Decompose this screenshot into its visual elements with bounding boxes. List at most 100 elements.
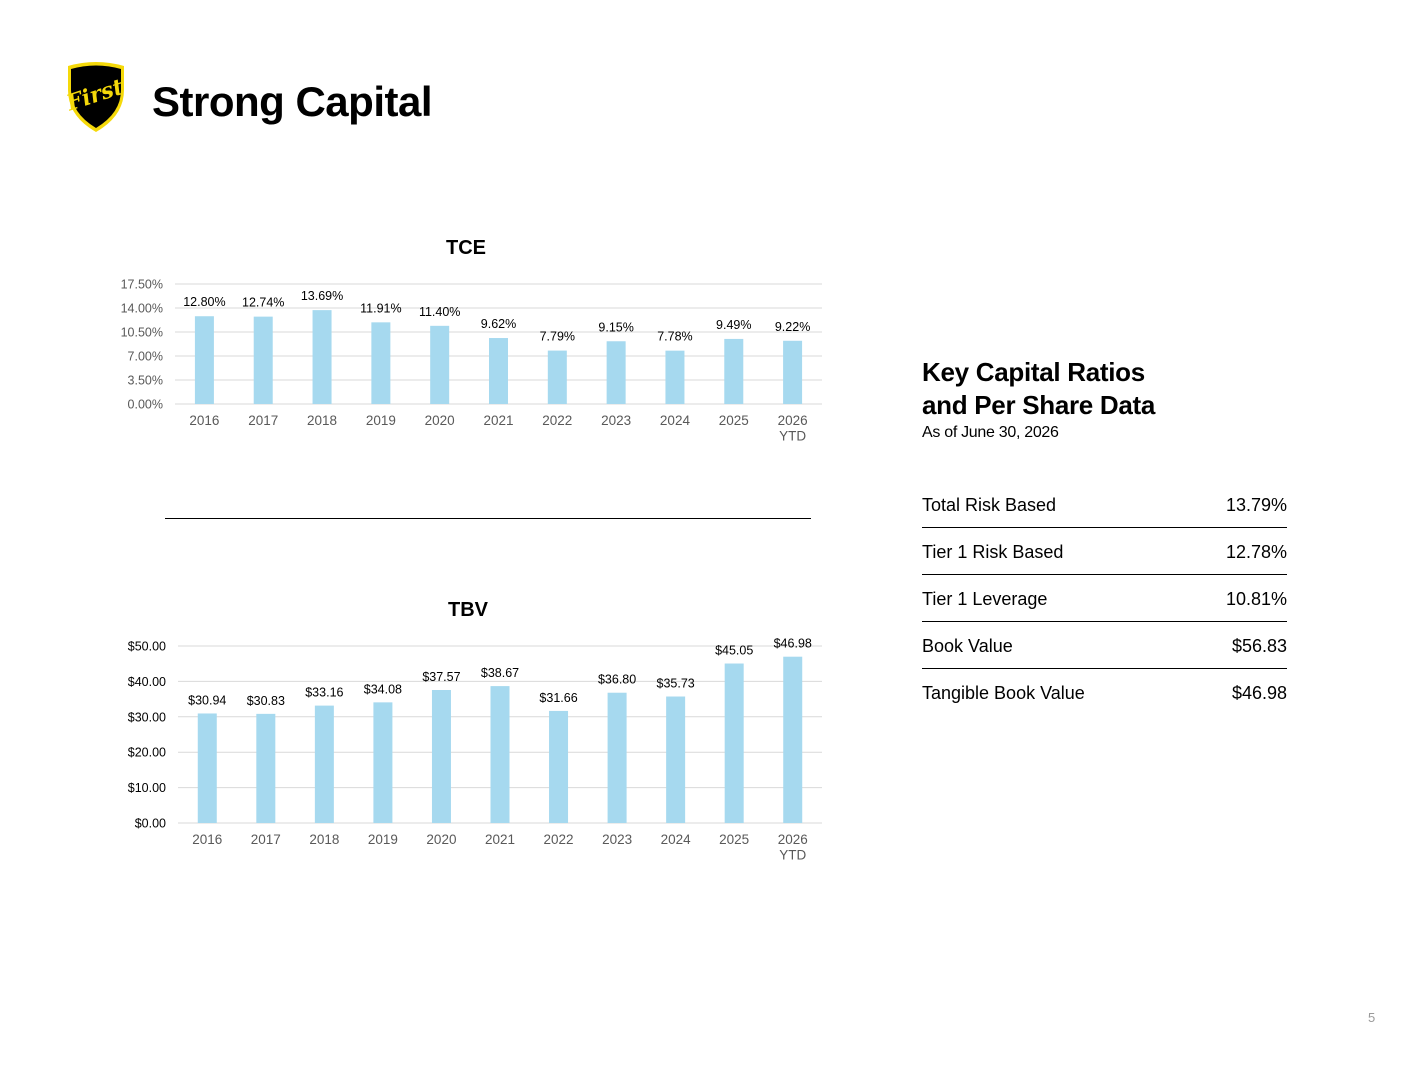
bar xyxy=(607,692,627,823)
ratio-row: Tangible Book Value $46.98 xyxy=(922,669,1287,716)
bar xyxy=(783,340,803,404)
x-tick-label: 2019 xyxy=(366,413,396,428)
bar xyxy=(430,325,450,404)
ratio-value: 12.78% xyxy=(1225,541,1287,562)
x-tick-label: 2026 xyxy=(778,832,808,847)
bar xyxy=(431,690,451,823)
x-tick-label: 2019 xyxy=(368,832,398,847)
bar xyxy=(666,696,686,823)
data-label: $31.66 xyxy=(539,691,577,705)
x-tick-label: 2017 xyxy=(251,832,281,847)
first-shield-logo: First xyxy=(62,62,127,132)
key-ratios-title-line1: Key Capital Ratios xyxy=(922,357,1145,387)
x-tick-label: 2023 xyxy=(601,413,631,428)
x-tick-label: YTD xyxy=(779,429,806,444)
key-ratios-title: Key Capital Ratios and Per Share Data xyxy=(922,356,1222,422)
bar xyxy=(371,322,391,404)
ratio-row: Book Value $56.83 xyxy=(922,622,1287,669)
data-label: $38.67 xyxy=(481,666,519,680)
x-tick-label: 2021 xyxy=(483,413,513,428)
data-label: $46.98 xyxy=(774,637,812,651)
x-tick-label: 2024 xyxy=(660,413,691,428)
x-tick-label: YTD xyxy=(779,848,806,863)
bar xyxy=(197,713,217,823)
page-title: Strong Capital xyxy=(152,78,433,125)
ratio-label: Tangible Book Value xyxy=(922,683,1085,703)
ratio-value: $56.83 xyxy=(1231,635,1287,656)
bar xyxy=(489,338,508,404)
y-tick-label: $40.00 xyxy=(128,675,166,689)
x-tick-label: 2018 xyxy=(309,832,339,847)
bar xyxy=(724,338,744,404)
key-ratios-table: Total Risk Based 13.79% Tier 1 Risk Base… xyxy=(922,481,1287,716)
data-label: $30.83 xyxy=(247,694,285,708)
data-label: 11.91% xyxy=(360,301,401,315)
bar xyxy=(490,686,510,823)
bar xyxy=(256,713,276,823)
x-tick-label: 2021 xyxy=(485,832,515,847)
y-tick-label: 14.00% xyxy=(121,302,163,316)
y-tick-label: $20.00 xyxy=(128,746,166,760)
y-tick-label: 3.50% xyxy=(128,374,163,388)
page-number: 5 xyxy=(1368,1010,1376,1025)
x-tick-label: 2020 xyxy=(426,832,456,847)
x-tick-label: 2022 xyxy=(544,832,574,847)
ratio-label: Tier 1 Risk Based xyxy=(922,541,1064,562)
chart-title: TCE xyxy=(446,237,486,259)
data-label: $30.94 xyxy=(188,693,226,707)
data-label: $34.08 xyxy=(364,682,402,696)
x-tick-label: 2016 xyxy=(189,413,219,428)
bar xyxy=(547,350,567,404)
bar xyxy=(314,705,334,823)
ratio-value: $46.98 xyxy=(1231,683,1287,703)
key-ratios-subtitle: As of June 30, 2026 xyxy=(922,424,1059,441)
y-tick-label: $10.00 xyxy=(128,781,166,795)
y-tick-label: 0.00% xyxy=(128,398,163,412)
data-label: $37.57 xyxy=(422,670,460,684)
data-label: 9.62% xyxy=(481,317,516,331)
ratio-value: 10.81% xyxy=(1225,588,1287,609)
x-tick-label: 2020 xyxy=(425,413,455,428)
ratio-row: Tier 1 Leverage 10.81% xyxy=(922,575,1287,622)
x-tick-label: 2024 xyxy=(661,832,692,847)
data-label: $35.73 xyxy=(657,677,695,691)
x-tick-label: 2023 xyxy=(602,832,632,847)
x-tick-label: 2025 xyxy=(719,413,749,428)
y-tick-label: 7.00% xyxy=(128,350,163,364)
ratio-row: Total Risk Based 13.79% xyxy=(922,481,1287,528)
key-ratios-title-line2: and Per Share Data xyxy=(922,390,1156,420)
y-tick-label: 10.50% xyxy=(121,326,163,340)
bar xyxy=(373,702,393,823)
data-label: 12.80% xyxy=(183,295,225,309)
ratio-row: Tier 1 Risk Based 12.78% xyxy=(922,528,1287,575)
data-label: $45.05 xyxy=(715,644,753,658)
data-label: 7.78% xyxy=(657,330,692,344)
chart-title: TBV xyxy=(448,599,489,621)
data-label: 12.74% xyxy=(242,296,284,310)
x-tick-label: 2017 xyxy=(248,413,278,428)
bar xyxy=(194,316,214,404)
data-label: 9.49% xyxy=(716,318,751,332)
ratio-label: Tier 1 Leverage xyxy=(922,588,1048,609)
x-tick-label: 2025 xyxy=(719,832,749,847)
x-tick-label: 2018 xyxy=(307,413,337,428)
data-label: $33.16 xyxy=(305,686,343,700)
tbv-chart: TBV $0.00 $10.00 $20.00 $30.00 $40.00 $50.00 $3… xyxy=(128,599,822,863)
data-label: $36.80 xyxy=(598,673,636,687)
data-label: 11.40% xyxy=(419,305,460,319)
bar xyxy=(783,656,803,823)
bar xyxy=(606,341,626,404)
x-tick-label: 2016 xyxy=(192,832,222,847)
data-label: 9.22% xyxy=(775,320,810,334)
x-tick-label: 2022 xyxy=(542,413,572,428)
key-ratios-panel: Key Capital Ratios and Per Share Data As… xyxy=(922,356,1288,716)
bar xyxy=(665,350,685,404)
y-tick-label: $30.00 xyxy=(128,710,166,724)
data-label: 13.69% xyxy=(301,289,343,303)
data-label: 9.15% xyxy=(598,320,633,334)
bar xyxy=(312,310,332,404)
bar xyxy=(549,710,569,823)
data-label: 7.79% xyxy=(540,330,575,344)
y-tick-label: 17.50% xyxy=(121,278,163,292)
x-tick-label: 2026 xyxy=(778,413,808,428)
